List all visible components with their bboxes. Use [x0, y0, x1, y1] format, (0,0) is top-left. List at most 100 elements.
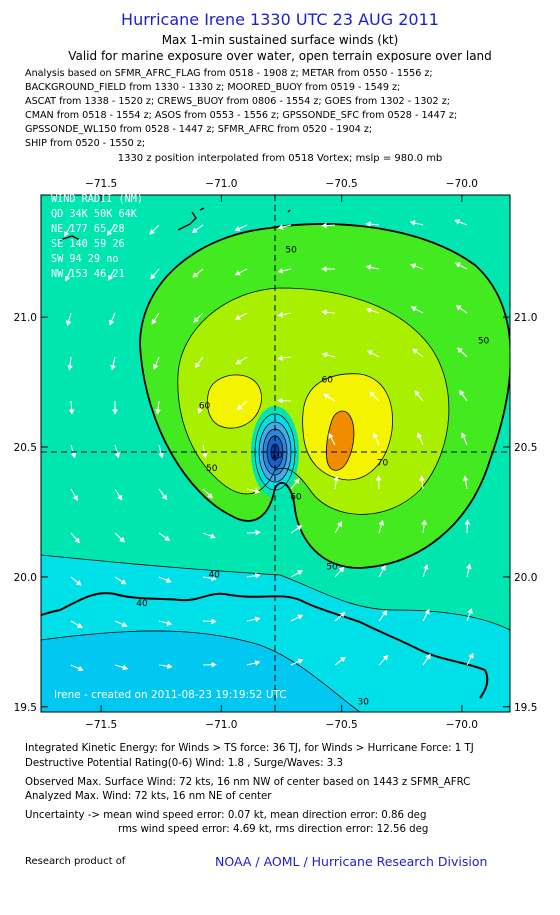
wind-vector-head — [454, 219, 461, 225]
band-80-kt — [326, 411, 354, 471]
wind-vector-head — [467, 608, 473, 614]
position-note: 1330 z position interpolated from 0518 V… — [117, 153, 443, 164]
contour-label: 50 — [326, 563, 338, 573]
wind-vector-head — [294, 478, 300, 485]
chart-title: Hurricane Irene 1330 UTC 23 AUG 2011 — [121, 10, 439, 29]
wind-vector-head — [201, 452, 208, 459]
wind-vector-head — [120, 579, 127, 585]
wind-vector-head — [339, 611, 346, 618]
wind-vector-head — [455, 305, 462, 311]
wind-vector-head — [457, 347, 463, 354]
wind-vector-head — [194, 362, 201, 369]
wind-vector-head — [68, 409, 75, 415]
source-line-4: CMAN from 0518 - 1554 z; ASOS from 0553 … — [25, 110, 458, 121]
x-tick-label-top: −71.0 — [205, 178, 237, 190]
wind-vector-head — [155, 409, 161, 415]
wind-vector-head — [164, 535, 171, 541]
wind-vector-head — [414, 390, 420, 397]
wind-vector-head — [277, 224, 284, 230]
wind-vector-head — [234, 314, 241, 320]
wind-vector-head — [151, 318, 157, 325]
research-label: Research product of — [25, 856, 126, 867]
wind-vector-head — [76, 622, 83, 629]
wind-vector-head — [277, 311, 284, 318]
wind-vector-head — [255, 572, 261, 579]
wind-vector-head — [468, 652, 474, 659]
wind-vector-head — [425, 653, 431, 660]
wind-vector-head — [296, 525, 303, 531]
wind-vector-head — [254, 616, 261, 623]
wind-vector-head — [297, 570, 303, 576]
contour-labels: 50 50 50 50 60 60 60 70 40 40 30 10 — [136, 246, 490, 708]
y-tick-label-left: 20.5 — [14, 442, 37, 454]
wind-vector-head — [207, 492, 214, 499]
y-tick-label-right: 20.0 — [514, 572, 537, 584]
source-line-2: BACKGROUND_FIELD from 1330 - 1330 z; MOO… — [25, 82, 401, 93]
contour-label: 60 — [290, 492, 302, 502]
wind-vector-head — [454, 262, 461, 268]
axis-labels: −71.5 −71.5 −71.0 −71.0 −70.5 −70.5 −70.0 −70.0… — [14, 178, 538, 730]
source-line-3: ASCAT from 1338 - 1520 z; CREWS_BUOY fro… — [25, 96, 450, 107]
wind-vector-head — [321, 222, 327, 229]
wind-vector-head — [112, 409, 118, 415]
wind-vector-head — [421, 519, 427, 525]
x-tick-label-bottom: −70.0 — [446, 719, 478, 730]
y-tick-label-right: 20.5 — [514, 442, 537, 454]
wind-vector-head — [74, 537, 81, 544]
wind-vector-head — [192, 272, 199, 278]
x-tick-label-bottom: −70.5 — [326, 719, 358, 730]
wind-vector-head — [254, 660, 261, 666]
wind-vector-head — [382, 654, 389, 661]
wind-vector-head — [381, 610, 388, 616]
wind-vector-head — [410, 306, 417, 312]
wind-vector-head — [110, 364, 116, 371]
wind-vector-head — [235, 359, 242, 365]
dpr-line: Destructive Potential Rating(0-6) Wind: … — [25, 758, 343, 769]
contour-label: 10 — [271, 451, 283, 461]
research-org-link[interactable]: NOAA / AOML / Hurricane Research Divisio… — [215, 854, 488, 869]
y-tick-label-left: 20.0 — [14, 572, 37, 584]
wind-vector-head — [372, 432, 379, 439]
islands — [59, 207, 291, 241]
wind-vector-head — [297, 614, 304, 620]
contour-label: 50 — [478, 336, 490, 346]
wind-vector-head — [65, 320, 72, 327]
wind-vector-head — [158, 452, 164, 459]
wind-vector-head — [67, 365, 73, 371]
wind-vector-head — [461, 432, 467, 439]
wind-vector-head — [365, 221, 371, 227]
wind-vector-head — [369, 391, 375, 398]
wind-vector-head — [277, 355, 283, 361]
plot-frame — [40, 194, 511, 713]
x-tick-label-top: −71.5 — [85, 178, 117, 190]
wind-vector-head — [459, 389, 465, 396]
source-line-6: SHIP from 0520 - 1550 z; — [25, 138, 146, 149]
wind-vector-head — [321, 352, 328, 358]
source-line-5: GPSSONDE_WL150 from 0528 - 1447 z; SFMR_… — [25, 124, 373, 135]
wind-vector-head — [464, 519, 471, 525]
wind-vector-head — [209, 533, 216, 539]
y-tick-label-left: 19.5 — [14, 702, 37, 714]
wind-vector-head — [150, 273, 156, 280]
wind-vector-head — [466, 563, 472, 570]
wind-vector-head — [297, 658, 304, 664]
wind-vector-head — [64, 231, 70, 237]
band-70-kt-west — [207, 374, 262, 429]
y-tick-label-left: 21.0 — [14, 312, 37, 324]
chart-subtitle-2: Valid for marine exposure over water, op… — [68, 49, 492, 63]
wind-vector-head — [424, 608, 430, 615]
wind-vector-head — [365, 264, 372, 271]
y-tick-label-right: 21.0 — [514, 312, 537, 324]
wind-vector-head — [167, 663, 173, 670]
wind-vector-head — [106, 230, 113, 237]
wind-vector-head — [72, 495, 78, 502]
wind-vector-head — [417, 432, 423, 439]
wind-vector-head — [166, 620, 173, 626]
contour-label: 60 — [321, 375, 333, 385]
wind-vector-head — [409, 220, 416, 226]
y-tick-label-right: 19.5 — [514, 702, 537, 714]
uncertainty-line-1: Uncertainty -> mean wind speed error: 0.… — [25, 810, 427, 821]
contour-label: 40 — [136, 599, 148, 609]
wind-vector-head — [423, 563, 429, 570]
wind-vector-head — [114, 452, 121, 459]
